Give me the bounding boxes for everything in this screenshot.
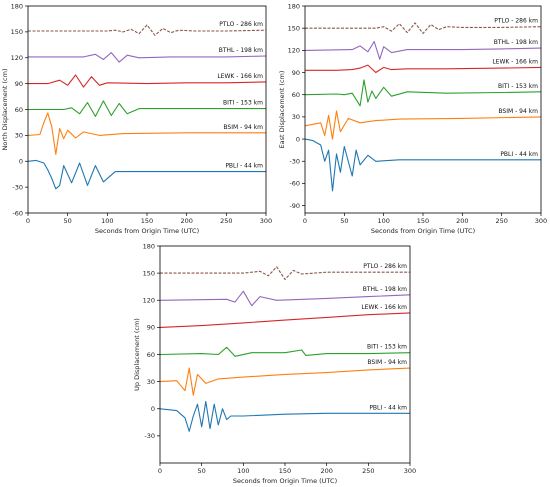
- x-tick-label: 50: [64, 217, 72, 225]
- station-label: LEWK - 166 km: [361, 304, 407, 311]
- y-axis-label: Up Displacement (cm): [133, 318, 141, 391]
- y-tick-label: 150: [143, 269, 155, 277]
- series-line-pbli: [160, 400, 410, 432]
- x-tick-label: 200: [320, 467, 332, 475]
- station-label: PBLI - 44 km: [500, 151, 538, 158]
- x-tick-label: 150: [279, 467, 291, 475]
- x-tick-label: 200: [456, 217, 468, 225]
- y-tick-label: 90: [147, 324, 155, 332]
- x-axis-label: Seconds from Origin Time (UTC): [233, 477, 337, 485]
- x-axis-label: Seconds from Origin Time (UTC): [95, 227, 199, 235]
- y-tick-label: 30: [15, 132, 23, 140]
- y-tick-label: 0: [151, 405, 155, 413]
- series-line-bthl: [160, 290, 410, 307]
- series-line-lewk: [28, 74, 266, 88]
- series-line-bthl: [305, 40, 541, 60]
- x-tick-label: 150: [141, 217, 153, 225]
- series-line-lewk: [160, 312, 410, 328]
- series-line-ptlo: [160, 266, 410, 281]
- y-tick-label: 60: [15, 106, 23, 114]
- y-tick-label: 120: [288, 47, 300, 55]
- y-tick-label: 180: [288, 2, 300, 10]
- y-axis-label: North Displacement (cm): [1, 69, 9, 151]
- y-tick-label: -90: [289, 202, 300, 210]
- y-tick-label: 30: [292, 113, 300, 121]
- station-label: LEWK - 166 km: [217, 73, 263, 80]
- y-tick-label: 120: [143, 297, 155, 305]
- x-tick-label: 150: [417, 217, 429, 225]
- station-label: BITI - 153 km: [498, 83, 538, 90]
- y-tick-label: 90: [292, 69, 300, 77]
- y-tick-label: 30: [147, 378, 155, 386]
- station-label: PBLI - 44 km: [225, 163, 263, 170]
- series-line-bsim: [160, 367, 410, 396]
- series-line-biti: [160, 346, 410, 357]
- station-label: BSIM - 94 km: [223, 124, 263, 131]
- north-panel: PTLO - 286 km BTHL - 198 km LEWK - 166 km B…: [1, 2, 272, 235]
- station-label: BTHL - 198 km: [219, 47, 263, 54]
- series-line-biti: [28, 100, 266, 117]
- series-line-biti: [305, 79, 541, 107]
- station-label: BITI - 153 km: [367, 344, 407, 351]
- y-tick-label: -60: [12, 209, 23, 217]
- y-tick-label: -30: [144, 432, 155, 440]
- y-tick-label: -30: [12, 183, 23, 191]
- x-tick-label: 250: [495, 217, 507, 225]
- x-tick-label: 50: [340, 217, 348, 225]
- y-tick-label: -60: [289, 180, 300, 188]
- x-tick-label: 0: [303, 217, 307, 225]
- x-tick-label: 100: [237, 467, 249, 475]
- station-label: BSIM - 94 km: [498, 108, 538, 115]
- x-tick-label: 200: [180, 217, 192, 225]
- x-tick-label: 0: [26, 217, 30, 225]
- east-panel: PTLO - 286 km BTHL - 198 km LEWK - 166 km B…: [278, 2, 547, 235]
- y-tick-label: 180: [143, 242, 155, 250]
- station-label: BITI - 153 km: [223, 100, 263, 107]
- x-axis-label: Seconds from Origin Time (UTC): [371, 227, 475, 235]
- station-label: PTLO - 286 km: [219, 21, 263, 28]
- series-line-bsim: [28, 112, 266, 155]
- y-tick-label: 60: [292, 91, 300, 99]
- x-tick-label: 100: [101, 217, 113, 225]
- x-tick-label: 300: [404, 467, 416, 475]
- station-label: BTHL - 198 km: [494, 39, 538, 46]
- up-panel: PTLO - 286 km BTHL - 198 km LEWK - 166 km B…: [133, 242, 416, 485]
- x-tick-label: 300: [535, 217, 547, 225]
- x-tick-label: 250: [220, 217, 232, 225]
- x-tick-label: 250: [362, 467, 374, 475]
- station-label: PBLI - 44 km: [369, 404, 407, 411]
- y-tick-label: 0: [296, 135, 300, 143]
- station-label: BTHL - 198 km: [363, 286, 407, 293]
- series-line-ptlo: [28, 24, 266, 36]
- series-line-pbli: [28, 159, 266, 190]
- station-label: LEWK - 166 km: [492, 58, 538, 65]
- y-tick-label: 120: [11, 54, 23, 62]
- x-tick-label: 50: [198, 467, 206, 475]
- y-axis-label: East Displacement (cm): [278, 71, 286, 149]
- x-tick-label: 100: [377, 217, 389, 225]
- station-label: BSIM - 94 km: [367, 359, 407, 366]
- y-tick-label: 90: [15, 80, 23, 88]
- series-line-lewk: [305, 64, 541, 74]
- series-line-bsim: [305, 110, 541, 140]
- y-tick-label: -30: [289, 158, 300, 166]
- series-line-bthl: [28, 52, 266, 63]
- x-tick-label: 300: [260, 217, 272, 225]
- y-tick-label: 60: [147, 351, 155, 359]
- y-tick-label: 150: [288, 24, 300, 32]
- y-tick-label: 0: [19, 158, 23, 166]
- y-tick-label: 150: [11, 28, 23, 36]
- x-tick-label: 0: [158, 467, 162, 475]
- series-line-pbli: [305, 138, 541, 192]
- station-label: PTLO - 286 km: [363, 263, 407, 270]
- station-label: PTLO - 286 km: [494, 18, 538, 25]
- y-tick-label: 180: [11, 2, 23, 10]
